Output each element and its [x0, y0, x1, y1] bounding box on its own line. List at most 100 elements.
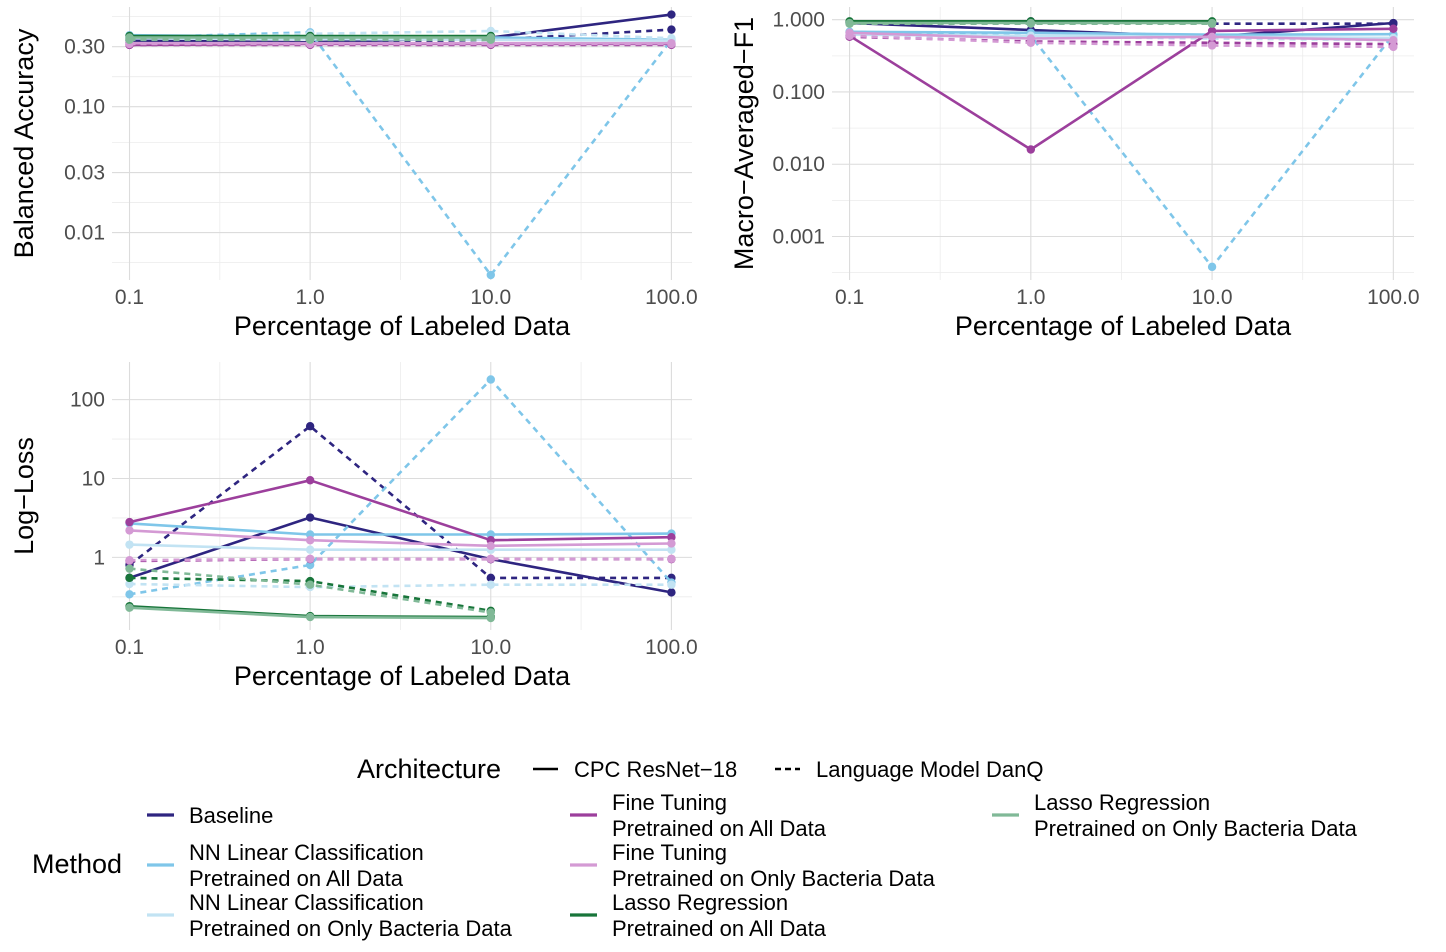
data-point	[305, 35, 315, 45]
architecture-legend-label: CPC ResNet−18	[574, 757, 737, 782]
grid	[112, 362, 692, 630]
grid	[112, 7, 692, 280]
method-legend-label-line2: Pretrained on Only Bacteria Data	[612, 866, 936, 891]
grid	[832, 7, 1414, 280]
method-legend-label-line1: Lasso Regression	[1034, 790, 1210, 815]
y-tick-label: 0.100	[772, 81, 825, 104]
balanced-accuracy-panel: 0.1 1.0 10.0 100.0 0.01 0.03 0.10 0.30 Percentag…	[9, 7, 698, 341]
data-point	[305, 554, 315, 563]
x-axis-title: Percentage of Labeled Data	[955, 311, 1292, 341]
data-point	[1389, 36, 1398, 45]
data-point	[125, 540, 134, 549]
method-legend-label-line2: Pretrained on All Data	[612, 816, 827, 841]
y-tick-label: 10	[82, 468, 105, 491]
series-line	[129, 478, 672, 542]
method-legend-label-line1: Fine Tuning	[612, 790, 727, 815]
data-point	[486, 270, 495, 280]
series-line	[849, 31, 1394, 42]
data-point	[486, 573, 495, 583]
series-line	[129, 543, 672, 552]
x-tick-label: 1.0	[1016, 286, 1045, 309]
data-point	[667, 580, 676, 589]
data-point	[125, 526, 134, 535]
method-legend-label: Baseline	[189, 803, 273, 828]
data-point	[125, 590, 134, 599]
y-tick-label: 0.03	[64, 162, 105, 185]
series-line	[849, 30, 1395, 269]
y-tick-label: 0.30	[64, 36, 105, 59]
data-point	[125, 517, 134, 527]
data-point	[1207, 32, 1217, 42]
method-legend-label-line2: Pretrained on All Data	[189, 866, 404, 891]
y-axis-title: Log−Loss	[9, 437, 39, 555]
x-tick-label: 10.0	[470, 286, 511, 309]
y-tick-label: 0.001	[772, 225, 825, 248]
data-point	[1207, 41, 1217, 50]
data-point	[305, 536, 315, 545]
series-line	[129, 557, 672, 562]
data-point	[125, 573, 134, 583]
data-point	[667, 588, 676, 597]
data-point	[1026, 145, 1036, 154]
data-point	[845, 19, 854, 28]
data-point	[1026, 19, 1036, 28]
data-point	[1207, 262, 1217, 272]
macro-f1-panel: 0.1 1.0 10.0 100.0 0.001 0.010 0.100 1.000 Perce…	[729, 7, 1420, 341]
data-point	[1207, 19, 1217, 28]
data-point	[305, 612, 315, 622]
x-tick-label: 1.0	[296, 286, 325, 309]
data-point	[667, 533, 676, 542]
data-point	[486, 608, 495, 617]
method-legend-label-line2: Pretrained on Only Bacteria Data	[189, 916, 513, 941]
data-point	[305, 422, 315, 431]
method-legend-label-line2: Pretrained on Only Bacteria Data	[1034, 816, 1358, 841]
series-line	[849, 30, 1394, 37]
data-point	[1389, 24, 1398, 33]
x-tick-label: 100.0	[645, 286, 698, 309]
y-tick-label: 1.000	[772, 9, 825, 32]
data-point	[667, 25, 676, 34]
y-axis-title: Balanced Accuracy	[9, 28, 39, 258]
data-point	[845, 31, 854, 40]
data-point	[125, 564, 134, 573]
data-point	[125, 603, 134, 612]
series-line	[128, 424, 672, 580]
series-line	[129, 522, 672, 536]
method-legend-label-line1: NN Linear Classification	[189, 890, 424, 915]
x-tick-label: 10.0	[1192, 286, 1233, 309]
data-point	[125, 556, 134, 565]
architecture-legend-title: Architecture	[357, 754, 501, 784]
y-tick-label: 1	[93, 546, 105, 569]
series-line	[849, 34, 1394, 49]
data-point	[486, 541, 495, 551]
data-point	[305, 560, 315, 570]
x-tick-label: 1.0	[296, 636, 325, 659]
x-tick-label: 100.0	[645, 636, 698, 659]
y-tick-label: 100	[70, 389, 105, 412]
data-point	[125, 35, 134, 45]
data-point	[305, 545, 315, 554]
data-point	[125, 579, 134, 589]
x-tick-label: 100.0	[1367, 286, 1420, 309]
data-point	[1207, 26, 1217, 36]
data-point	[486, 35, 495, 45]
data-point	[486, 554, 495, 563]
x-tick-label: 0.1	[835, 286, 864, 309]
data-point	[486, 375, 495, 384]
data-point	[305, 513, 315, 522]
legend: Architecture CPC ResNet−18 Language Model …	[32, 754, 1358, 941]
data-point	[667, 554, 676, 563]
x-tick-label: 0.1	[115, 636, 144, 659]
x-tick-label: 10.0	[470, 636, 511, 659]
x-axis-title: Percentage of Labeled Data	[234, 661, 571, 691]
method-legend-title: Method	[32, 849, 122, 879]
data-point	[667, 10, 676, 19]
data-point	[667, 39, 676, 49]
method-legend-label-line1: NN Linear Classification	[189, 840, 424, 865]
data-point	[667, 545, 676, 554]
log-loss-panel: 0.1 1.0 10.0 100.0 1 10 100 Percentage of Label…	[9, 362, 698, 691]
y-tick-label: 0.01	[64, 222, 105, 245]
method-legend-label-line1: Lasso Regression	[612, 890, 788, 915]
method-legend-label-line2: Pretrained on All Data	[612, 916, 827, 941]
